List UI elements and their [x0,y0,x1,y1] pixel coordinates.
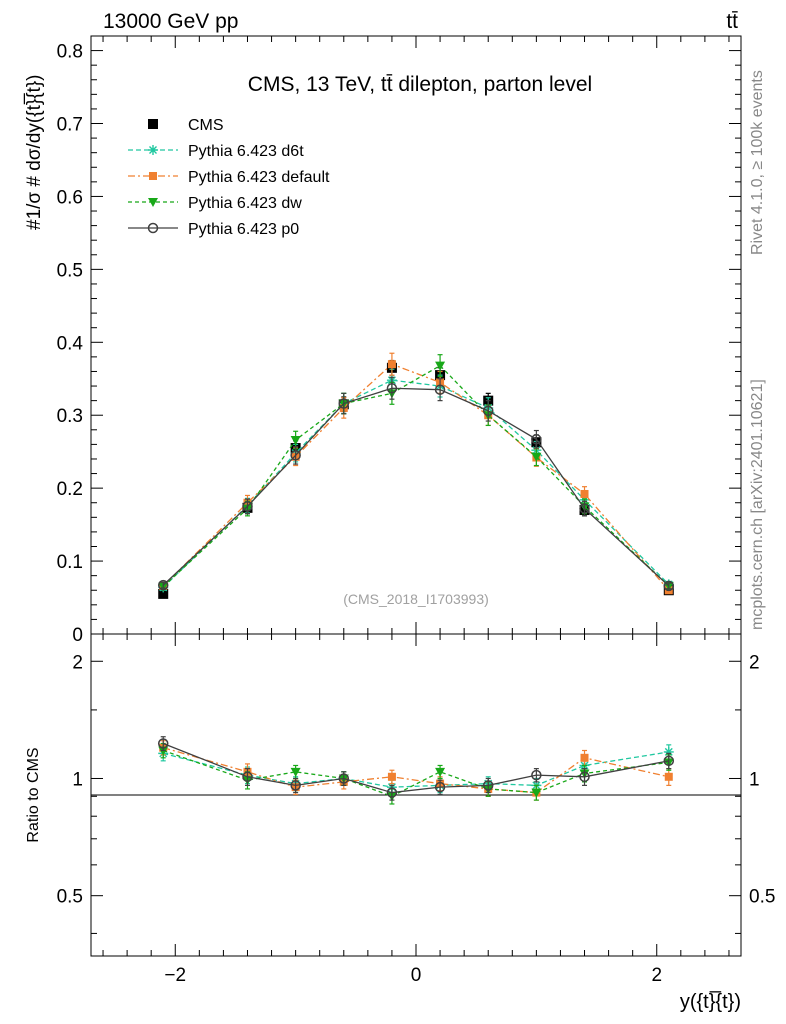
legend-marker-d6t [148,145,158,155]
ratio-y-axis-label: Ratio to CMS [25,747,42,842]
legend-item-cms: CMS [148,117,224,134]
main-point-dw [290,436,301,446]
legend-label-cms: CMS [188,117,224,134]
main-point-p0 [663,580,675,592]
ratio-axis-ticks: 0.5 0.5 1 1 2 2 −2 0 2 [57,634,775,986]
main-y-tick-label: 0 [72,625,83,646]
mcplots-label: mcplots.cern.ch [arXiv:2401.10621] [749,379,766,630]
ratio-point-default [387,772,396,781]
ratio-y-tick-label-right: 2 [749,652,760,673]
header-energy-label: 13000 GeV pp [103,10,238,33]
main-series-p0 [157,376,675,592]
main-plot-title: CMS, 13 TeV, tt̄ dilepton, parton level [248,73,592,96]
main-point-dw [435,361,446,371]
legend: CMS Pythia 6.423 d6t Pythia 6.423 default P… [128,117,330,238]
ratio-y-tick-label: 1 [72,769,83,790]
legend-label-d6t: Pythia 6.423 d6t [188,143,304,160]
main-panel: 0 0.1 0.2 0.3 0.4 0.5 0.6 0.7 0.8 CMS, 13 TeV, t… [24,35,742,646]
ratio-line-p0 [162,742,669,794]
legend-item-dw: Pythia 6.423 dw [128,195,302,212]
main-point-default [580,489,589,498]
main-y-tick-label: 0.3 [57,406,83,427]
legend-marker-p0 [147,222,159,234]
main-point-p0 [386,382,398,394]
ratio-point-p0 [663,755,675,767]
ratio-point-dw [435,767,446,777]
main-point-p0 [242,501,253,512]
ratio-point-p0 [482,780,494,791]
ratio-series-d6t [158,744,674,796]
main-point-dw [531,452,542,462]
ratio-point-dw [290,767,301,777]
main-point-p0 [434,384,446,395]
ratio-point-default [580,753,589,762]
main-point-default [387,360,396,369]
ratio-series-default [159,740,673,801]
ratio-point-d6t [663,746,674,757]
main-y-tick-label: 0.7 [57,115,83,136]
ratio-point-p0 [434,781,446,793]
ratio-y-tick-label-right: 0.5 [749,887,775,908]
main-series-dw [158,354,674,592]
main-point-p0 [157,579,169,591]
header-process-label: tt̄ [726,10,738,33]
legend-marker-default [149,172,157,180]
main-y-axis-label: #1/σ # dσ/dy({t}̅{t}) [24,75,45,231]
ratio-point-p0 [242,771,253,783]
main-point-p0 [531,434,542,445]
ratio-line-default [163,747,669,794]
main-point-p0 [338,398,350,409]
x-tick-label: −2 [164,965,186,986]
ratio-point-p0 [157,738,169,749]
ratio-y-tick-label: 0.5 [57,887,83,908]
legend-item-d6t: Pythia 6.423 d6t [128,143,304,160]
x-tick-label: 0 [411,965,422,986]
ratio-y-tick-label: 2 [72,652,83,673]
main-line-dw [162,364,670,588]
ratio-point-p0 [290,780,301,791]
ratio-series-layer [157,736,675,805]
legend-marker-cms [148,119,158,129]
ratio-point-dw [531,788,542,798]
ratio-point-default [664,772,673,781]
main-y-tick-label: 0.1 [57,552,83,573]
main-axis-ticks: 0 0.1 0.2 0.3 0.4 0.5 0.6 0.7 0.8 [57,36,741,646]
main-series-d6t [158,368,674,593]
x-tick-label: 2 [651,965,662,986]
ratio-point-p0 [338,773,350,784]
main-point-p0 [579,503,590,514]
main-line-default [162,363,670,591]
ratio-point-p0 [579,771,590,783]
ratio-point-p0 [531,769,542,781]
ratio-line-dw [163,749,669,798]
main-series-layer [157,352,675,599]
main-point-p0 [482,405,494,417]
main-line-p0 [162,387,670,587]
x-axis-label: y({t}̅{t}) [680,990,741,1013]
legend-item-p0: Pythia 6.423 p0 [128,221,299,238]
main-y-tick-label: 0.5 [57,260,83,281]
ratio-panel: 0.5 0.5 1 1 2 2 −2 0 2 Ratio to CMS y({t}̅{t}) [25,633,775,1013]
rivet-version-label: Rivet 4.1.0, ≥ 100k events [749,70,766,255]
legend-label-p0: Pythia 6.423 p0 [188,221,299,238]
main-y-tick-label: 0.8 [57,42,83,63]
legend-item-default: Pythia 6.423 default [128,169,330,186]
main-point-p0 [290,450,301,461]
main-y-tick-label: 0.2 [57,479,83,500]
main-series-cms [158,359,674,599]
analysis-watermark: (CMS_2018_I1703993) [343,591,489,607]
legend-label-default: Pythia 6.423 default [188,169,330,186]
legend-label-dw: Pythia 6.423 dw [188,195,302,212]
main-line-d6t [162,379,670,588]
ratio-y-tick-label-right: 1 [749,769,760,790]
ratio-series-p0 [157,736,675,801]
main-point-cms [158,588,169,599]
main-y-tick-label: 0.6 [57,187,83,208]
ratio-point-p0 [386,787,398,798]
main-y-tick-label: 0.4 [57,333,84,354]
legend-marker-dw [148,198,158,207]
